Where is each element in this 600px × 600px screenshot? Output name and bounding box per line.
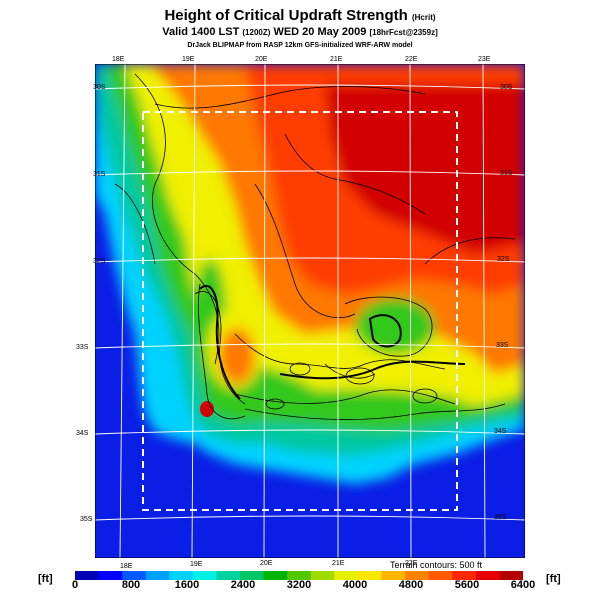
colorbar-swatch (192, 571, 217, 580)
colorbar-swatch (240, 571, 265, 580)
lon-label-bottom: 19E (190, 561, 203, 568)
colorbar (75, 571, 523, 580)
forecast-hour: [18hrFcst@2359z] (369, 28, 438, 37)
lat-label-right: 30S (500, 84, 513, 91)
terrain-contour-note: Terrain contours: 500 ft (390, 560, 483, 570)
colorbar-swatch (381, 571, 406, 580)
lat-label-left: 35S (80, 516, 93, 523)
colorbar-label: 3200 (286, 579, 312, 591)
colorbar-swatch (499, 571, 523, 580)
lat-label-left: 32S (93, 258, 106, 265)
colorbar-swatch (122, 571, 147, 580)
colorbar-unit-right: [ft] (546, 573, 561, 585)
lon-label-top: 22E (405, 56, 418, 63)
colorbar-swatch (287, 571, 312, 580)
lat-label-left: 31S (93, 171, 106, 178)
colorbar-swatch (169, 571, 194, 580)
inland-orange-pocket (219, 328, 255, 384)
colorbar-swatch (357, 571, 383, 580)
lon-label-bottom: 21E (332, 560, 345, 567)
lon-label-top: 18E (112, 56, 125, 63)
valid-zulu: (1200Z) (242, 28, 271, 37)
lat-label-left: 34S (76, 430, 89, 437)
colorbar-swatch (452, 571, 477, 580)
lon-label-top: 19E (182, 56, 195, 63)
valid-date: WED 20 May 2009 (273, 26, 367, 38)
title-text: Height of Critical Updraft Strength (164, 7, 408, 24)
terrain-contours (114, 73, 516, 420)
colorbar-swatch (475, 571, 500, 580)
colorbar-label: 4800 (398, 579, 424, 591)
colorbar-swatch (98, 571, 123, 580)
forecast-map (95, 64, 525, 558)
colorbar-swatch (263, 571, 288, 580)
terrain-contours-bold (199, 285, 466, 400)
hotspot-red (200, 401, 214, 417)
lon-label-top: 21E (330, 56, 343, 63)
colorbar-swatch (428, 571, 453, 580)
colorbar-swatch (334, 571, 359, 580)
colorbar-label: 1600 (174, 579, 200, 591)
title-unit: (Hcrit) (411, 13, 436, 22)
chart-title: Height of Critical Updraft Strength (Hcr… (0, 7, 600, 24)
colorbar-label: 2400 (230, 579, 256, 591)
lat-lon-grid (95, 64, 525, 558)
colorbar-swatch (145, 571, 170, 580)
colorbar-label: 6400 (510, 579, 536, 591)
colorbar-label: 0 (71, 579, 79, 591)
lon-label-bottom: 18E (120, 563, 133, 570)
colorbar-label: 800 (121, 579, 141, 591)
colorbar-swatch (75, 571, 100, 580)
colorbar-swatch (310, 571, 335, 580)
lat-label-right: 32S (497, 256, 510, 263)
model-credit: DrJack BLIPMAP from RASP 12km GFS-initia… (187, 42, 413, 49)
lat-label-right: 34S (494, 428, 507, 435)
colorbar-swatch (216, 571, 241, 580)
valid-time-line: Valid 1400 LST (1200Z) WED 20 May 2009 [… (0, 26, 600, 38)
lon-label-bottom: 20E (260, 560, 273, 567)
lon-label-bottom: 22E (405, 560, 418, 567)
south-green-band (225, 390, 465, 418)
valid-main: Valid 1400 LST (162, 26, 240, 38)
lat-label-left: 33S (76, 344, 89, 351)
lat-label-right: 35S (494, 514, 507, 521)
colorbar-label: 4000 (342, 579, 368, 591)
colorbar-swatch (405, 571, 430, 580)
land-dark-red (325, 84, 525, 254)
lon-label-top: 23E (478, 56, 491, 63)
lat-label-left: 30S (93, 84, 106, 91)
lon-label-top: 20E (255, 56, 268, 63)
colorbar-unit-left: [ft] (38, 573, 53, 585)
colorbar-label: 5600 (454, 579, 480, 591)
lat-label-right: 31S (500, 170, 513, 177)
lat-label-right: 33S (496, 342, 509, 349)
model-domain-box (142, 111, 458, 511)
